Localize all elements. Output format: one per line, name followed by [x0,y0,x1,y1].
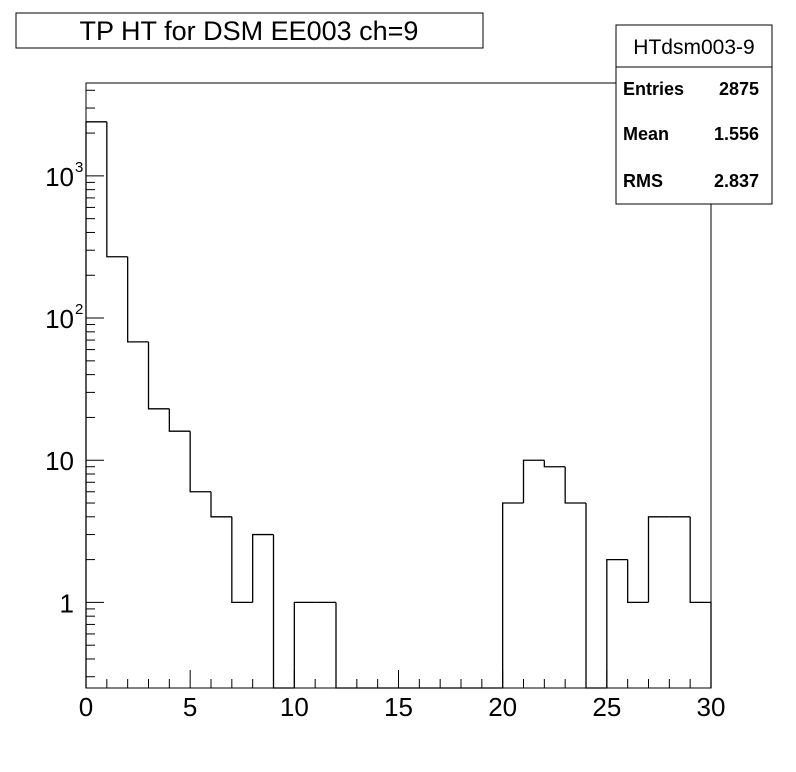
x-tick-label: 0 [79,692,93,722]
histogram-bin [127,256,149,343]
x-tick-label: 5 [183,692,197,722]
histogram-bin [147,341,170,410]
x-tick-label: 10 [280,692,309,722]
histogram-bin [106,121,128,258]
histogram-bin [231,516,253,604]
histogram-bin [252,533,274,603]
stats-box: HTdsm003-9 Entries 2875 Mean 1.556 RMS 2… [615,24,773,205]
x-tick-label: 30 [697,692,726,722]
y-tick-exponent: 3 [75,159,83,176]
title-box: TP HT for DSM EE003 ch=9 [15,12,484,49]
stats-rms-value: 2.837 [714,171,759,191]
histogram-bin [606,558,628,688]
histogram-bin [564,466,586,504]
histogram-bin [543,460,566,468]
histogram-bin [522,459,545,504]
y-tick-label: 10 [45,446,74,476]
histogram-bin [502,502,524,688]
stats-mean-label: Mean [623,124,669,144]
histogram-bin [585,503,607,689]
histogram-bin [627,559,649,604]
y-tick-label: 10 2 [45,301,83,334]
x-tick-label: 15 [384,692,413,722]
stats-entries-value: 2875 [719,79,759,99]
histogram-bin [689,516,712,688]
stats-entries-label: Entries [623,79,684,99]
histogram-bin [210,491,232,518]
x-tick-label: 20 [488,692,517,722]
histogram-bin [335,602,357,689]
stats-rms-label: RMS [623,171,663,191]
y-tick-base: 10 [45,162,74,192]
histogram-layer [85,121,712,689]
histogram-bin [85,121,107,688]
stats-histogram-name: HTdsm003-9 [633,36,754,59]
histogram-bin [168,408,191,432]
histogram-bin [189,431,211,493]
y-tick-exponent: 2 [75,301,83,318]
histogram-bin [293,601,316,688]
axis-ticks [85,89,712,688]
y-tick-base: 10 [45,304,74,334]
y-tick-label: 10 3 [45,159,83,192]
x-tick-label: 25 [592,692,621,722]
histogram-bin [272,534,295,689]
stats-mean-value: 1.556 [714,124,759,144]
histogram-bin [647,516,670,603]
y-tick-label: 1 [60,588,74,618]
chart-title: TP HT for DSM EE003 ch=9 [80,16,419,46]
